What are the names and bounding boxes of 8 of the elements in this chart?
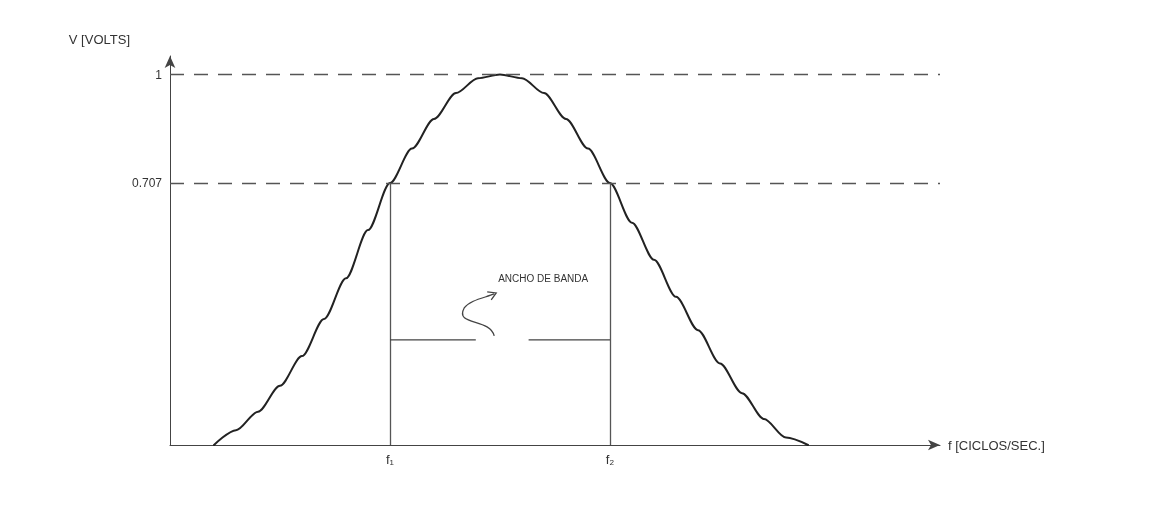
line-series (213, 73, 809, 446)
x-axis-title: f [CICLOS/SEC.] (948, 437, 1045, 453)
x-tick-label: f₂ (605, 452, 615, 467)
annotation: ANCHO DE BANDA (498, 272, 589, 284)
y-tick-label: 0.707 (131, 176, 163, 191)
y-axis-title: V [VOLTS] (68, 32, 130, 47)
x-tick-label: f₁ (386, 452, 395, 467)
y-tick-label: 1 (155, 67, 163, 82)
